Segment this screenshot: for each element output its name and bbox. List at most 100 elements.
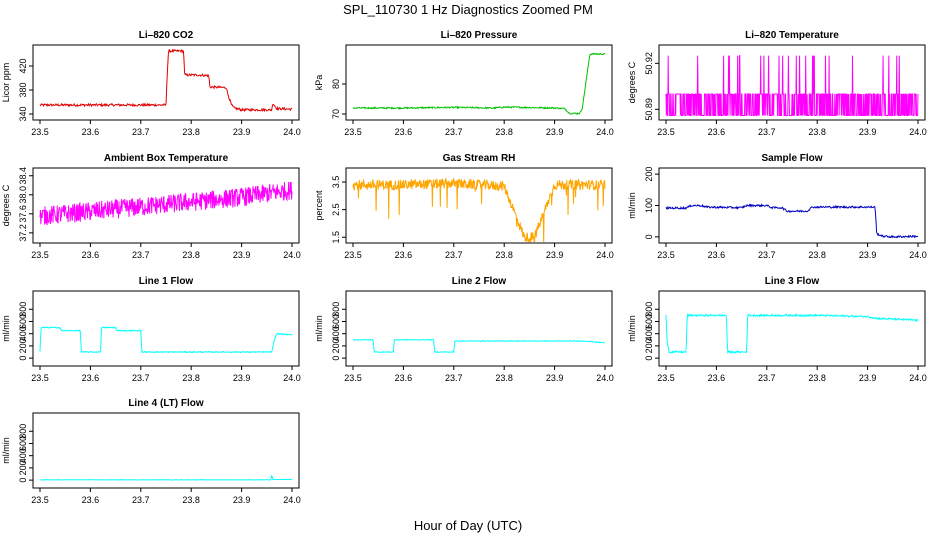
x-tick-label: 23.7 (758, 373, 776, 383)
plot-frame (658, 290, 926, 367)
y-axis-label: ml/min (314, 315, 324, 342)
y-tick-label: 100 (644, 198, 654, 213)
x-tick-label: 23.5 (657, 250, 675, 260)
y-axis-label: Licor ppm (1, 63, 11, 103)
data-series-line (352, 177, 606, 242)
x-tick-label: 23.7 (132, 127, 150, 137)
x-tick-label: 23.6 (708, 250, 726, 260)
data-series-line (39, 48, 293, 113)
y-axis-label: degrees C (1, 184, 11, 226)
plot-frame (32, 290, 300, 367)
plot-frame (32, 412, 300, 489)
panel-title: Ambient Box Temperature (104, 153, 229, 164)
x-tick-label: 23.9 (859, 250, 877, 260)
y-tick-label: 600 (644, 314, 654, 329)
x-tick-label: 23.6 (82, 250, 100, 260)
y-tick-label: 0 (644, 356, 654, 361)
x-tick-label: 23.5 (344, 127, 362, 137)
x-tick-label: 24.0 (283, 373, 301, 383)
panel-9: Line 3 Flow 23.5 23.6 23.7 23.8 23.9 24.0 0 2004… (627, 276, 927, 383)
x-tick-label: 23.9 (546, 373, 564, 383)
y-tick-label: 600 (331, 314, 341, 329)
panel-title: Gas Stream RH (443, 153, 516, 164)
panel-title: Line 3 Flow (765, 276, 820, 287)
x-tick-label: 23.5 (31, 127, 49, 137)
x-tick-label: 23.8 (495, 250, 513, 260)
y-tick-label: 1.5 (331, 231, 341, 244)
x-tick-label: 23.9 (859, 373, 877, 383)
y-tick-label: 2.5 (331, 203, 341, 216)
x-tick-label: 23.5 (31, 373, 49, 383)
data-series-line (39, 474, 293, 481)
x-tick-label: 24.0 (596, 250, 614, 260)
panel-title: Li–820 Pressure (441, 30, 518, 41)
y-tick-label: 38.4 (18, 167, 28, 185)
x-tick-label: 23.6 (708, 373, 726, 383)
x-tick-label: 23.8 (808, 250, 826, 260)
plot-frame (345, 167, 613, 244)
panel-7: Line 1 Flow 23.5 23.6 23.7 23.8 23.9 24.0 0 2004… (1, 276, 301, 383)
panel-title: Line 1 Flow (139, 276, 194, 287)
x-tick-label: 23.9 (233, 495, 251, 505)
y-tick-label: 200 (644, 167, 654, 182)
panel-5: Gas Stream RH 23.5 23.6 23.7 23.8 23.9 24.0 1.5… (314, 153, 614, 260)
x-tick-label: 24.0 (283, 250, 301, 260)
panel-10: Line 4 (LT) Flow 23.5 23.6 23.7 23.8 23.9 24.0… (1, 398, 301, 505)
x-tick-label: 23.5 (31, 250, 49, 260)
x-tick-label: 23.7 (132, 495, 150, 505)
y-tick-label: 600 (18, 436, 28, 451)
y-tick-label: 200 (644, 338, 654, 353)
y-tick-label: 400 (644, 326, 654, 341)
x-tick-label: 23.5 (31, 495, 49, 505)
x-tick-label: 23.8 (182, 127, 200, 137)
data-series-line (665, 55, 919, 116)
y-tick-label: 38.0 (18, 186, 28, 204)
x-tick-label: 23.9 (546, 250, 564, 260)
panel-title: Sample Flow (761, 153, 822, 164)
panel-title: Line 2 Flow (452, 276, 507, 287)
x-tick-label: 23.9 (233, 373, 251, 383)
y-tick-label: 200 (18, 338, 28, 353)
panel-1: Li–820 CO2 23.5 23.6 23.7 23.8 23.9 24.0 340 380… (1, 30, 301, 137)
y-tick-label: 800 (644, 302, 654, 317)
y-tick-label: 380 (18, 82, 28, 97)
x-tick-label: 23.8 (182, 495, 200, 505)
x-tick-label: 23.5 (657, 127, 675, 137)
x-tick-label: 23.6 (82, 127, 100, 137)
page-title: SPL_110730 1 Hz Diagnostics Zoomed PM (343, 2, 593, 17)
x-tick-label: 23.9 (859, 127, 877, 137)
x-tick-label: 24.0 (283, 495, 301, 505)
y-tick-label: 340 (18, 106, 28, 121)
y-axis-label: degrees C (627, 61, 637, 103)
x-tick-label: 23.5 (657, 373, 675, 383)
plot-frame (658, 44, 926, 121)
x-tick-label: 23.8 (182, 250, 200, 260)
y-tick-label: 200 (331, 338, 341, 353)
y-tick-label: 0 (18, 356, 28, 361)
y-tick-label: 800 (18, 302, 28, 317)
y-tick-label: 50.92 (644, 52, 654, 75)
panel-8: Line 2 Flow 23.5 23.6 23.7 23.8 23.9 24.0 0 2004… (314, 276, 614, 383)
y-tick-label: 400 (18, 326, 28, 341)
y-axis-label: ml/min (1, 315, 11, 342)
plot-frame (345, 44, 613, 121)
x-tick-label: 23.7 (445, 373, 463, 383)
y-tick-label: 600 (18, 314, 28, 329)
x-tick-label: 23.6 (82, 495, 100, 505)
panel-title: Li–820 Temperature (745, 30, 839, 41)
x-tick-label: 24.0 (909, 373, 927, 383)
panel-6: Sample Flow 23.5 23.6 23.7 23.8 23.9 24.0 0 100 2… (627, 153, 927, 260)
x-tick-label: 24.0 (909, 250, 927, 260)
y-tick-label: 400 (18, 448, 28, 463)
y-tick-label: 3.5 (331, 176, 341, 189)
data-series-line (39, 326, 293, 354)
x-tick-label: 23.9 (233, 127, 251, 137)
x-tick-label: 24.0 (909, 127, 927, 137)
y-tick-label: 0 (18, 478, 28, 483)
y-tick-label: 200 (18, 460, 28, 475)
plot-frame (32, 167, 300, 244)
x-tick-label: 23.5 (344, 373, 362, 383)
panel-title: Li–820 CO2 (139, 30, 194, 41)
x-tick-label: 23.7 (132, 373, 150, 383)
